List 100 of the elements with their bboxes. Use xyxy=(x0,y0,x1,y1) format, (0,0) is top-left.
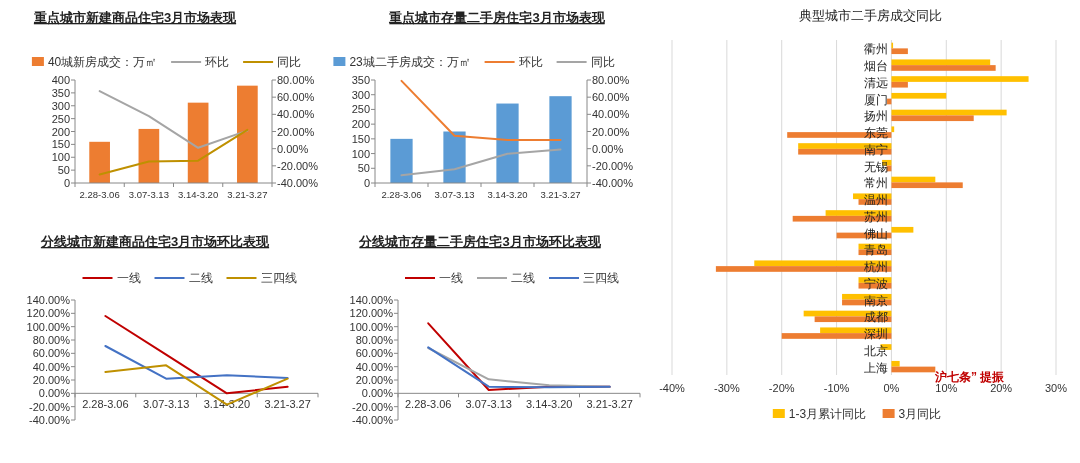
bar xyxy=(891,182,963,189)
y-tick-label: 南京 xyxy=(864,293,889,308)
bar xyxy=(390,138,413,183)
y-tick-label: 120.00% xyxy=(349,307,394,320)
y-tick-label: 250 xyxy=(351,103,370,116)
bar xyxy=(891,115,974,122)
y-tick-label: 100.00% xyxy=(26,320,71,333)
bar xyxy=(891,360,900,367)
y-tick-label: 60.00% xyxy=(355,347,394,360)
y-tick-label: 南宁 xyxy=(864,142,889,157)
y-tick-label: 烟台 xyxy=(864,59,889,74)
bar xyxy=(187,102,209,183)
x-tick-label: 3.14-3.20 xyxy=(203,398,251,411)
legend-label: 一线 xyxy=(116,271,141,285)
y-tick-label: 140.00% xyxy=(349,294,394,306)
y-tick-label: 苏州 xyxy=(864,209,889,224)
y-tick-label: 50 xyxy=(357,162,370,175)
chart-title: 分线城市存量二手房住宅3月市场环比表现 xyxy=(358,234,602,249)
y-tick-label: 50 xyxy=(57,164,70,177)
chart-title: 重点城市存量二手房住宅3月市场表现 xyxy=(388,10,606,25)
legend-label: 一线 xyxy=(439,271,463,285)
bar xyxy=(138,128,160,183)
y2-tick-label: 0.00% xyxy=(592,142,624,155)
y-tick-label: 厦门 xyxy=(864,92,889,107)
bar xyxy=(891,65,996,71)
bar xyxy=(891,92,947,99)
line-series xyxy=(104,345,289,380)
y2-tick-label: 40.00% xyxy=(592,108,630,121)
y-tick-label: 上海 xyxy=(864,360,889,375)
y2-tick-label: 60.00% xyxy=(277,91,315,104)
y-tick-label: -20.00% xyxy=(352,400,394,413)
y-tick-label: 250 xyxy=(51,112,70,125)
y2-tick-label: 20.00% xyxy=(592,125,630,138)
y-tick-label: 300 xyxy=(351,88,370,101)
legend-label: 二线 xyxy=(511,271,535,285)
bar xyxy=(891,76,1029,82)
x-tick-label: 2.28-3.06 xyxy=(381,189,422,200)
x-tick-label: 2.28-3.06 xyxy=(405,398,452,411)
y-tick-label: 350 xyxy=(51,86,70,99)
y-tick-label: 深圳 xyxy=(864,327,889,342)
x-tick-label: 3.07-3.13 xyxy=(465,398,512,411)
y-tick-label: -40.00% xyxy=(29,414,71,426)
legend-label: 1-3月累计同比 xyxy=(788,407,867,421)
x-tick-label: 3.14-3.20 xyxy=(178,189,219,200)
y-tick-label: 0.00% xyxy=(361,387,394,400)
line-series xyxy=(104,315,289,395)
y-tick-label: 宁波 xyxy=(864,276,889,291)
bar xyxy=(496,103,519,183)
x-tick-label: 2.28-3.06 xyxy=(79,189,120,200)
x-tick-label: 3.21-3.27 xyxy=(264,398,311,411)
y-tick-label: 40.00% xyxy=(355,360,394,373)
y-tick-label: 200 xyxy=(351,118,370,131)
line-series xyxy=(98,128,249,176)
y-tick-label: 400 xyxy=(51,74,70,86)
bar xyxy=(891,59,991,66)
chart-title: 分线城市新建商品住宅3月市场环比表现 xyxy=(39,234,271,249)
y2-tick-label: 60.00% xyxy=(592,91,630,104)
y-tick-label: 20.00% xyxy=(32,374,71,386)
y-tick-label: 80.00% xyxy=(32,334,71,346)
y-tick-label: 140.00% xyxy=(26,294,71,306)
legend-label: 同比 xyxy=(590,55,615,69)
legend-label: 同比 xyxy=(277,55,302,69)
y2-tick-label: 80.00% xyxy=(592,74,630,86)
chart-title: 重点城市新建商品住宅3月市场表现 xyxy=(32,10,238,25)
y-tick-label: 150 xyxy=(351,132,370,145)
y2-tick-label: -20.00% xyxy=(592,159,634,172)
x-tick-label: 3.07-3.13 xyxy=(128,189,169,200)
y-tick-label: 150 xyxy=(51,138,70,151)
x-tick-label: 10% xyxy=(935,382,958,394)
y-tick-label: 青岛 xyxy=(864,243,889,258)
y2-tick-label: -40.00% xyxy=(592,177,634,189)
bar xyxy=(549,96,572,183)
x-tick-label: 20% xyxy=(990,382,1013,394)
y-tick-label: 0 xyxy=(63,177,70,189)
x-tick-label: 3.07-3.13 xyxy=(142,398,190,411)
y2-tick-label: 20.00% xyxy=(277,125,315,138)
legend-label: 23城二手房成交：万㎡ xyxy=(349,55,471,69)
x-tick-label: 3.14-3.20 xyxy=(526,398,573,411)
bar xyxy=(891,48,908,55)
bar xyxy=(237,85,258,183)
x-tick-label: 3.21-3.27 xyxy=(227,189,268,200)
y-tick-label: 40.00% xyxy=(32,360,71,373)
legend-label: 三四线 xyxy=(260,271,297,285)
y2-tick-label: 40.00% xyxy=(277,108,315,121)
x-tick-label: -40% xyxy=(659,382,686,394)
y-tick-label: -40.00% xyxy=(352,414,394,426)
legend-label: 二线 xyxy=(188,271,213,285)
line-series xyxy=(98,90,249,149)
x-tick-label: 3.21-3.27 xyxy=(540,189,581,200)
legend-label: 三四线 xyxy=(583,271,619,285)
legend-label: 环比 xyxy=(205,55,230,69)
x-tick-label: 30% xyxy=(1044,382,1068,394)
y-tick-label: 60.00% xyxy=(32,347,71,360)
y2-tick-label: -20.00% xyxy=(277,159,319,172)
bar xyxy=(891,226,914,233)
y-tick-label: 100 xyxy=(51,151,70,164)
bar xyxy=(443,131,466,183)
y-tick-label: 成都 xyxy=(864,310,889,325)
y-tick-label: 扬州 xyxy=(864,109,889,124)
y2-tick-label: -40.00% xyxy=(277,177,319,189)
